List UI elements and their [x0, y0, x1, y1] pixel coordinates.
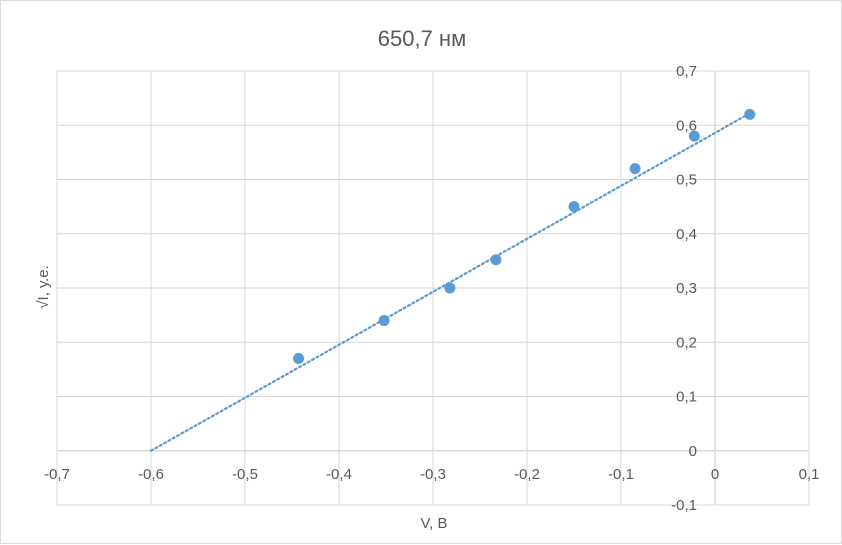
- x-tick-label-0: -0,7: [44, 466, 70, 483]
- data-point-0-4: [568, 201, 580, 213]
- x-tick-label-4: -0,3: [420, 466, 446, 483]
- data-point-0-2: [444, 282, 456, 294]
- x-tick-label-6: -0,1: [608, 466, 634, 483]
- y-tick-label-0: -0,1: [671, 497, 697, 514]
- data-point-0-3: [490, 254, 502, 266]
- x-tick-label-2: -0,5: [232, 466, 258, 483]
- data-points-layer: [293, 108, 756, 365]
- y-axis-title: √I, у.е.: [35, 265, 52, 308]
- axis-layer: [56, 70, 810, 506]
- data-point-0-1: [378, 315, 390, 327]
- x-axis-title: V, В: [421, 515, 448, 532]
- y-tick-label-3: 0,2: [676, 334, 697, 351]
- x-tick-label-1: -0,6: [138, 466, 164, 483]
- chart-title: 650,7 нм: [378, 26, 466, 51]
- data-point-0-5: [629, 163, 641, 175]
- y-tick-label-5: 0,4: [676, 226, 697, 243]
- y-tick-label-7: 0,6: [676, 117, 697, 134]
- x-tick-label-5: -0,2: [514, 466, 540, 483]
- x-tick-label-8: 0,1: [799, 466, 820, 483]
- y-tick-labels: -0,1 0 0,1 0,2 0,3 0,4 0,5 0,6 0,7: [671, 63, 697, 514]
- y-tick-label-6: 0,5: [676, 172, 697, 189]
- x-tick-label-3: -0,4: [326, 466, 352, 483]
- x-tick-label-7: 0: [711, 466, 719, 483]
- linear-trendline: [149, 112, 751, 452]
- y-tick-label-4: 0,3: [676, 280, 697, 297]
- data-point-0-0: [293, 353, 305, 365]
- y-tick-label-8: 0,7: [676, 63, 697, 80]
- x-tick-labels: -0,7 -0,6 -0,5 -0,4 -0,3 -0,2 -0,1 0 0,1: [44, 466, 819, 483]
- data-point-0-6: [688, 130, 700, 142]
- trendline-layer: [149, 112, 751, 452]
- y-tick-label-2: 0,1: [676, 389, 697, 406]
- data-point-0-7: [744, 108, 756, 120]
- y-tick-label-1: 0: [689, 443, 697, 460]
